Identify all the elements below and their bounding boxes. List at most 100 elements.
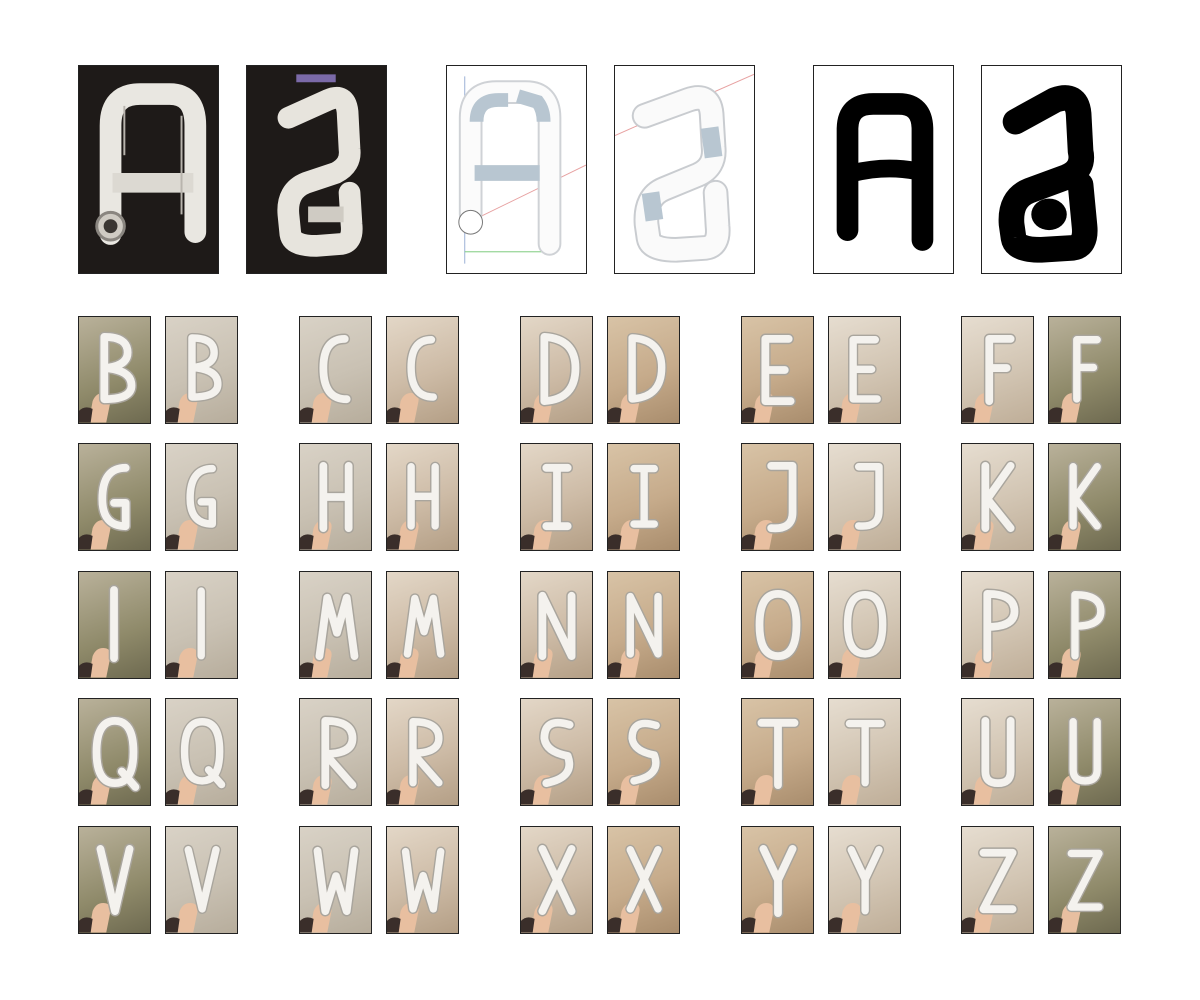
letter-photo-upper-z xyxy=(961,826,1034,934)
cad-letter-a-lowercase xyxy=(615,73,754,263)
pvc-pipe-letter-l xyxy=(166,585,207,678)
pipe-body xyxy=(759,844,797,917)
pipe-body xyxy=(540,718,574,788)
sleeve xyxy=(300,407,314,423)
pipe-body xyxy=(845,719,885,787)
sleeve xyxy=(1049,407,1063,423)
pipe-body xyxy=(628,719,660,785)
letter-photo-upper-c xyxy=(299,316,372,424)
letter-photo-lower-f xyxy=(1048,316,1121,424)
pipe-body xyxy=(1069,718,1101,785)
pvc-pipe-letter-w xyxy=(387,846,446,933)
hero-photo-uppercase-a xyxy=(78,65,219,274)
pvc-pipe-letter-v xyxy=(166,844,222,933)
pvc-pipe-letter-k xyxy=(1049,461,1103,550)
pipe-body xyxy=(849,336,881,403)
sleeve xyxy=(1049,917,1063,933)
letter-photo-lower-s xyxy=(607,698,680,806)
sleeve xyxy=(1049,789,1063,805)
letter-photo-upper-r xyxy=(299,698,372,806)
pvc-pipe-letter-I xyxy=(521,462,574,550)
pvc-pipe-letter-C xyxy=(300,333,353,423)
letter-photo-lower-g xyxy=(165,443,238,551)
letter-photo-lower-m xyxy=(386,571,459,679)
letter-photo-lower-v xyxy=(165,826,238,934)
hero-render-lowercase-a xyxy=(614,65,755,274)
letter-photo-lower-y xyxy=(828,826,901,934)
pvc-pipe-letter-x xyxy=(608,844,664,933)
sleeve xyxy=(521,407,535,423)
sleeve xyxy=(742,534,756,550)
pvc-pipe-letter-U xyxy=(962,715,1016,805)
pipe-body xyxy=(626,592,662,658)
pipe-body xyxy=(630,464,658,528)
hand-icon xyxy=(88,648,111,678)
letter-photo-upper-v xyxy=(78,826,151,934)
sleeve xyxy=(829,662,843,678)
hand-icon xyxy=(396,648,419,678)
sleeve xyxy=(1049,534,1063,550)
sleeve xyxy=(829,534,843,550)
pvc-pipe-letter-p xyxy=(1049,589,1106,678)
sleeve xyxy=(521,534,535,550)
hand-icon xyxy=(751,903,774,933)
pvc-pipe-letter-X xyxy=(521,843,577,933)
pipe-body xyxy=(315,593,359,661)
pvc-pipe-letter-o xyxy=(829,589,888,678)
pvc-pipe-letter-E xyxy=(742,333,796,423)
sleeve xyxy=(608,407,622,423)
sleeve xyxy=(387,789,401,805)
sleeve xyxy=(962,789,976,805)
pvc-pipe-letter-Q xyxy=(79,715,141,805)
sleeve xyxy=(829,407,843,423)
pvc-pipe-letter-G xyxy=(79,462,132,550)
letter-photo-upper-k xyxy=(961,443,1034,551)
sleeve xyxy=(79,917,93,933)
pvc-letter-a-lowercase-photo xyxy=(247,66,386,273)
letter-photo-lower-b xyxy=(165,316,238,424)
letter-photo-lower-j xyxy=(828,443,901,551)
letter-photo-upper-b xyxy=(78,316,151,424)
letter-photo-upper-l xyxy=(78,571,151,679)
pipe-body xyxy=(767,461,797,533)
pvc-pipe-letter-L xyxy=(79,584,120,678)
sleeve xyxy=(166,789,180,805)
sleeve xyxy=(962,407,976,423)
pipe-body xyxy=(401,847,445,913)
pvc-pipe-letter-t xyxy=(829,718,886,805)
letter-photo-lower-u xyxy=(1048,698,1121,806)
sleeve xyxy=(742,917,756,933)
sleeve xyxy=(387,662,401,678)
pvc-pipe-letter-N xyxy=(521,590,577,678)
letter-photo-upper-q xyxy=(78,698,151,806)
hero-render-uppercase-a xyxy=(446,65,587,274)
letter-photo-upper-p xyxy=(961,571,1034,679)
pipe-body xyxy=(985,334,1015,406)
pipe-body xyxy=(538,591,576,661)
pvc-pipe-letter-H xyxy=(300,460,354,550)
pvc-pipe-letter-b xyxy=(166,332,223,423)
glyph-uppercase-a-black xyxy=(836,93,934,251)
letter-photo-upper-j xyxy=(741,443,814,551)
pvc-pipe-letter-S xyxy=(521,717,575,805)
pvc-pipe-letter-W xyxy=(300,845,360,933)
sleeve xyxy=(608,917,622,933)
pipe-body xyxy=(407,463,439,530)
hero-silhouette-lowercase-a xyxy=(981,65,1122,274)
hero-silhouette-uppercase-a xyxy=(813,65,954,274)
letter-photo-lower-i xyxy=(607,443,680,551)
pvc-pipe-letter-r xyxy=(387,716,444,805)
letter-photo-upper-g xyxy=(78,443,151,551)
pipe-body xyxy=(847,846,883,915)
pipe-body xyxy=(761,334,795,406)
pipe-body xyxy=(628,334,666,403)
pvc-pipe-letter-q xyxy=(166,716,227,805)
sleeve xyxy=(387,407,401,423)
pvc-pipe-letter-R xyxy=(300,715,358,805)
pipe-body xyxy=(184,846,220,913)
sleeve xyxy=(829,789,843,805)
letter-photo-lower-p xyxy=(1048,571,1121,679)
sleeve xyxy=(742,662,756,678)
letter-photo-upper-h xyxy=(299,443,372,551)
hero-photo-lowercase-a xyxy=(246,65,387,274)
